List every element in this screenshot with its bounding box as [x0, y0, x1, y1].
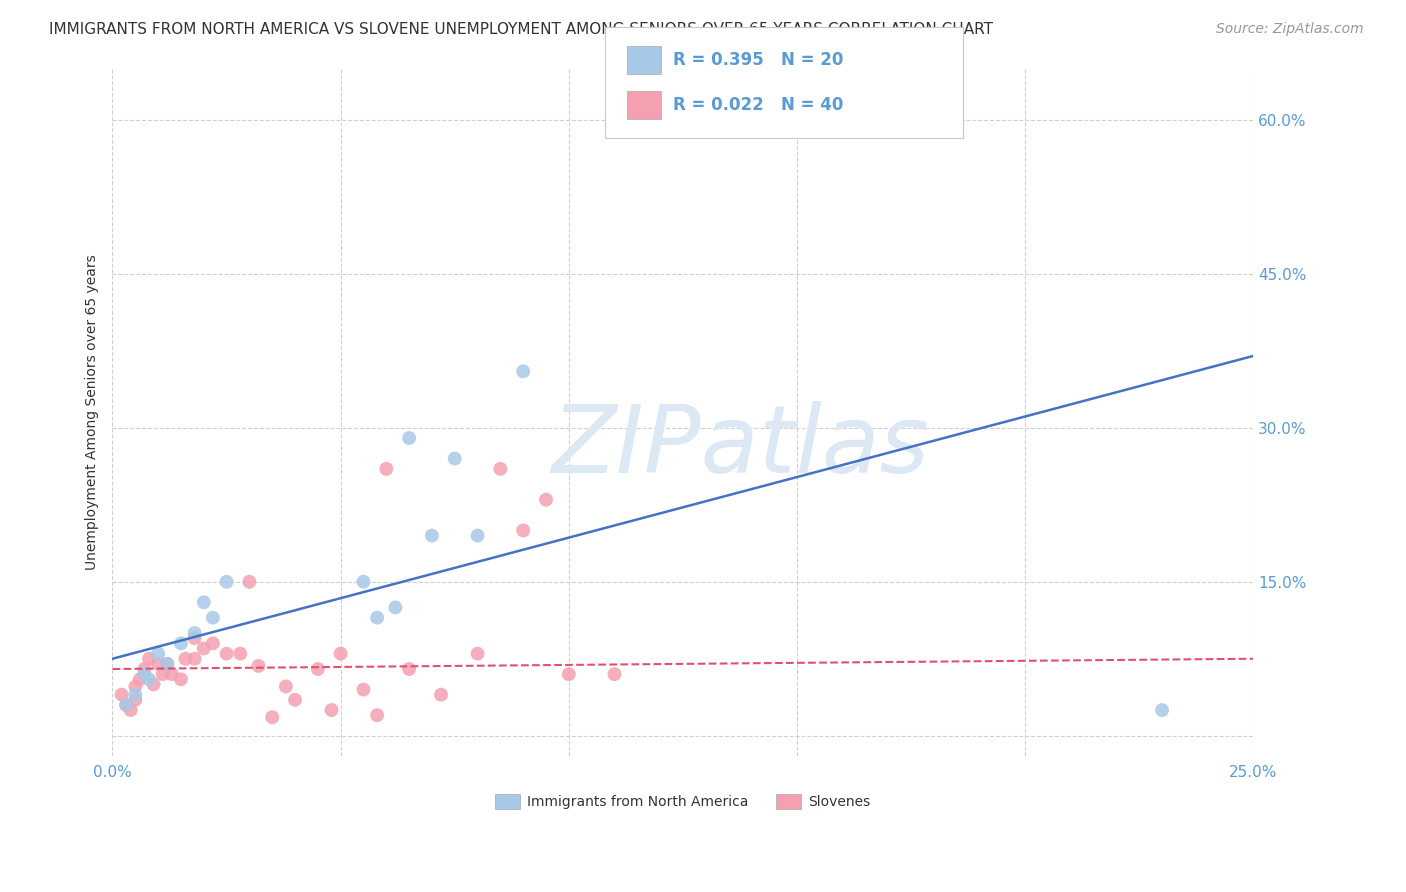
Point	[160, 667, 183, 681]
Point	[146, 657, 169, 671]
Point	[353, 574, 375, 589]
Text: Source: ZipAtlas.com: Source: ZipAtlas.com	[1216, 22, 1364, 37]
Point	[120, 703, 142, 717]
Point	[384, 600, 406, 615]
Point	[193, 641, 215, 656]
Point	[183, 626, 205, 640]
Point	[247, 659, 270, 673]
Point	[142, 677, 165, 691]
Point	[183, 651, 205, 665]
Legend: Immigrants from North America, Slovenes: Immigrants from North America, Slovenes	[489, 789, 876, 814]
Point	[512, 524, 534, 538]
Text: R = 0.022   N = 40: R = 0.022 N = 40	[673, 96, 844, 114]
Point	[138, 673, 160, 687]
Point	[603, 667, 626, 681]
Point	[170, 673, 193, 687]
Point	[170, 636, 193, 650]
Point	[1150, 703, 1173, 717]
Point	[229, 647, 252, 661]
Point	[124, 693, 146, 707]
Point	[398, 431, 420, 445]
Point	[156, 657, 179, 671]
Point	[443, 451, 465, 466]
Point	[124, 680, 146, 694]
Point	[201, 636, 224, 650]
Point	[321, 703, 343, 717]
Point	[174, 651, 197, 665]
Point	[274, 680, 297, 694]
Point	[215, 647, 238, 661]
Point	[156, 657, 179, 671]
Point	[366, 610, 388, 624]
Point	[201, 610, 224, 624]
Point	[558, 667, 581, 681]
Point	[193, 595, 215, 609]
Point	[375, 462, 398, 476]
Text: R = 0.395   N = 20: R = 0.395 N = 20	[673, 51, 844, 69]
Text: IMMIGRANTS FROM NORTH AMERICA VS SLOVENE UNEMPLOYMENT AMONG SENIORS OVER 65 YEAR: IMMIGRANTS FROM NORTH AMERICA VS SLOVENE…	[49, 22, 993, 37]
Point	[111, 688, 134, 702]
Point	[366, 708, 388, 723]
Point	[398, 662, 420, 676]
Point	[124, 688, 146, 702]
Point	[238, 574, 260, 589]
Point	[284, 693, 307, 707]
Point	[183, 631, 205, 645]
Point	[353, 682, 375, 697]
Point	[215, 574, 238, 589]
Point	[467, 528, 489, 542]
Point	[262, 710, 284, 724]
Point	[512, 364, 534, 378]
Point	[138, 651, 160, 665]
Point	[534, 492, 557, 507]
Point	[489, 462, 512, 476]
Point	[128, 673, 150, 687]
Point	[134, 667, 156, 681]
Point	[146, 647, 169, 661]
Point	[430, 688, 453, 702]
Text: ZIPatlas: ZIPatlas	[551, 401, 929, 492]
Point	[329, 647, 352, 661]
Point	[420, 528, 443, 542]
Point	[152, 667, 174, 681]
Point	[115, 698, 138, 712]
Point	[115, 698, 138, 712]
Point	[307, 662, 329, 676]
Point	[134, 662, 156, 676]
Point	[467, 647, 489, 661]
Y-axis label: Unemployment Among Seniors over 65 years: Unemployment Among Seniors over 65 years	[86, 254, 100, 570]
